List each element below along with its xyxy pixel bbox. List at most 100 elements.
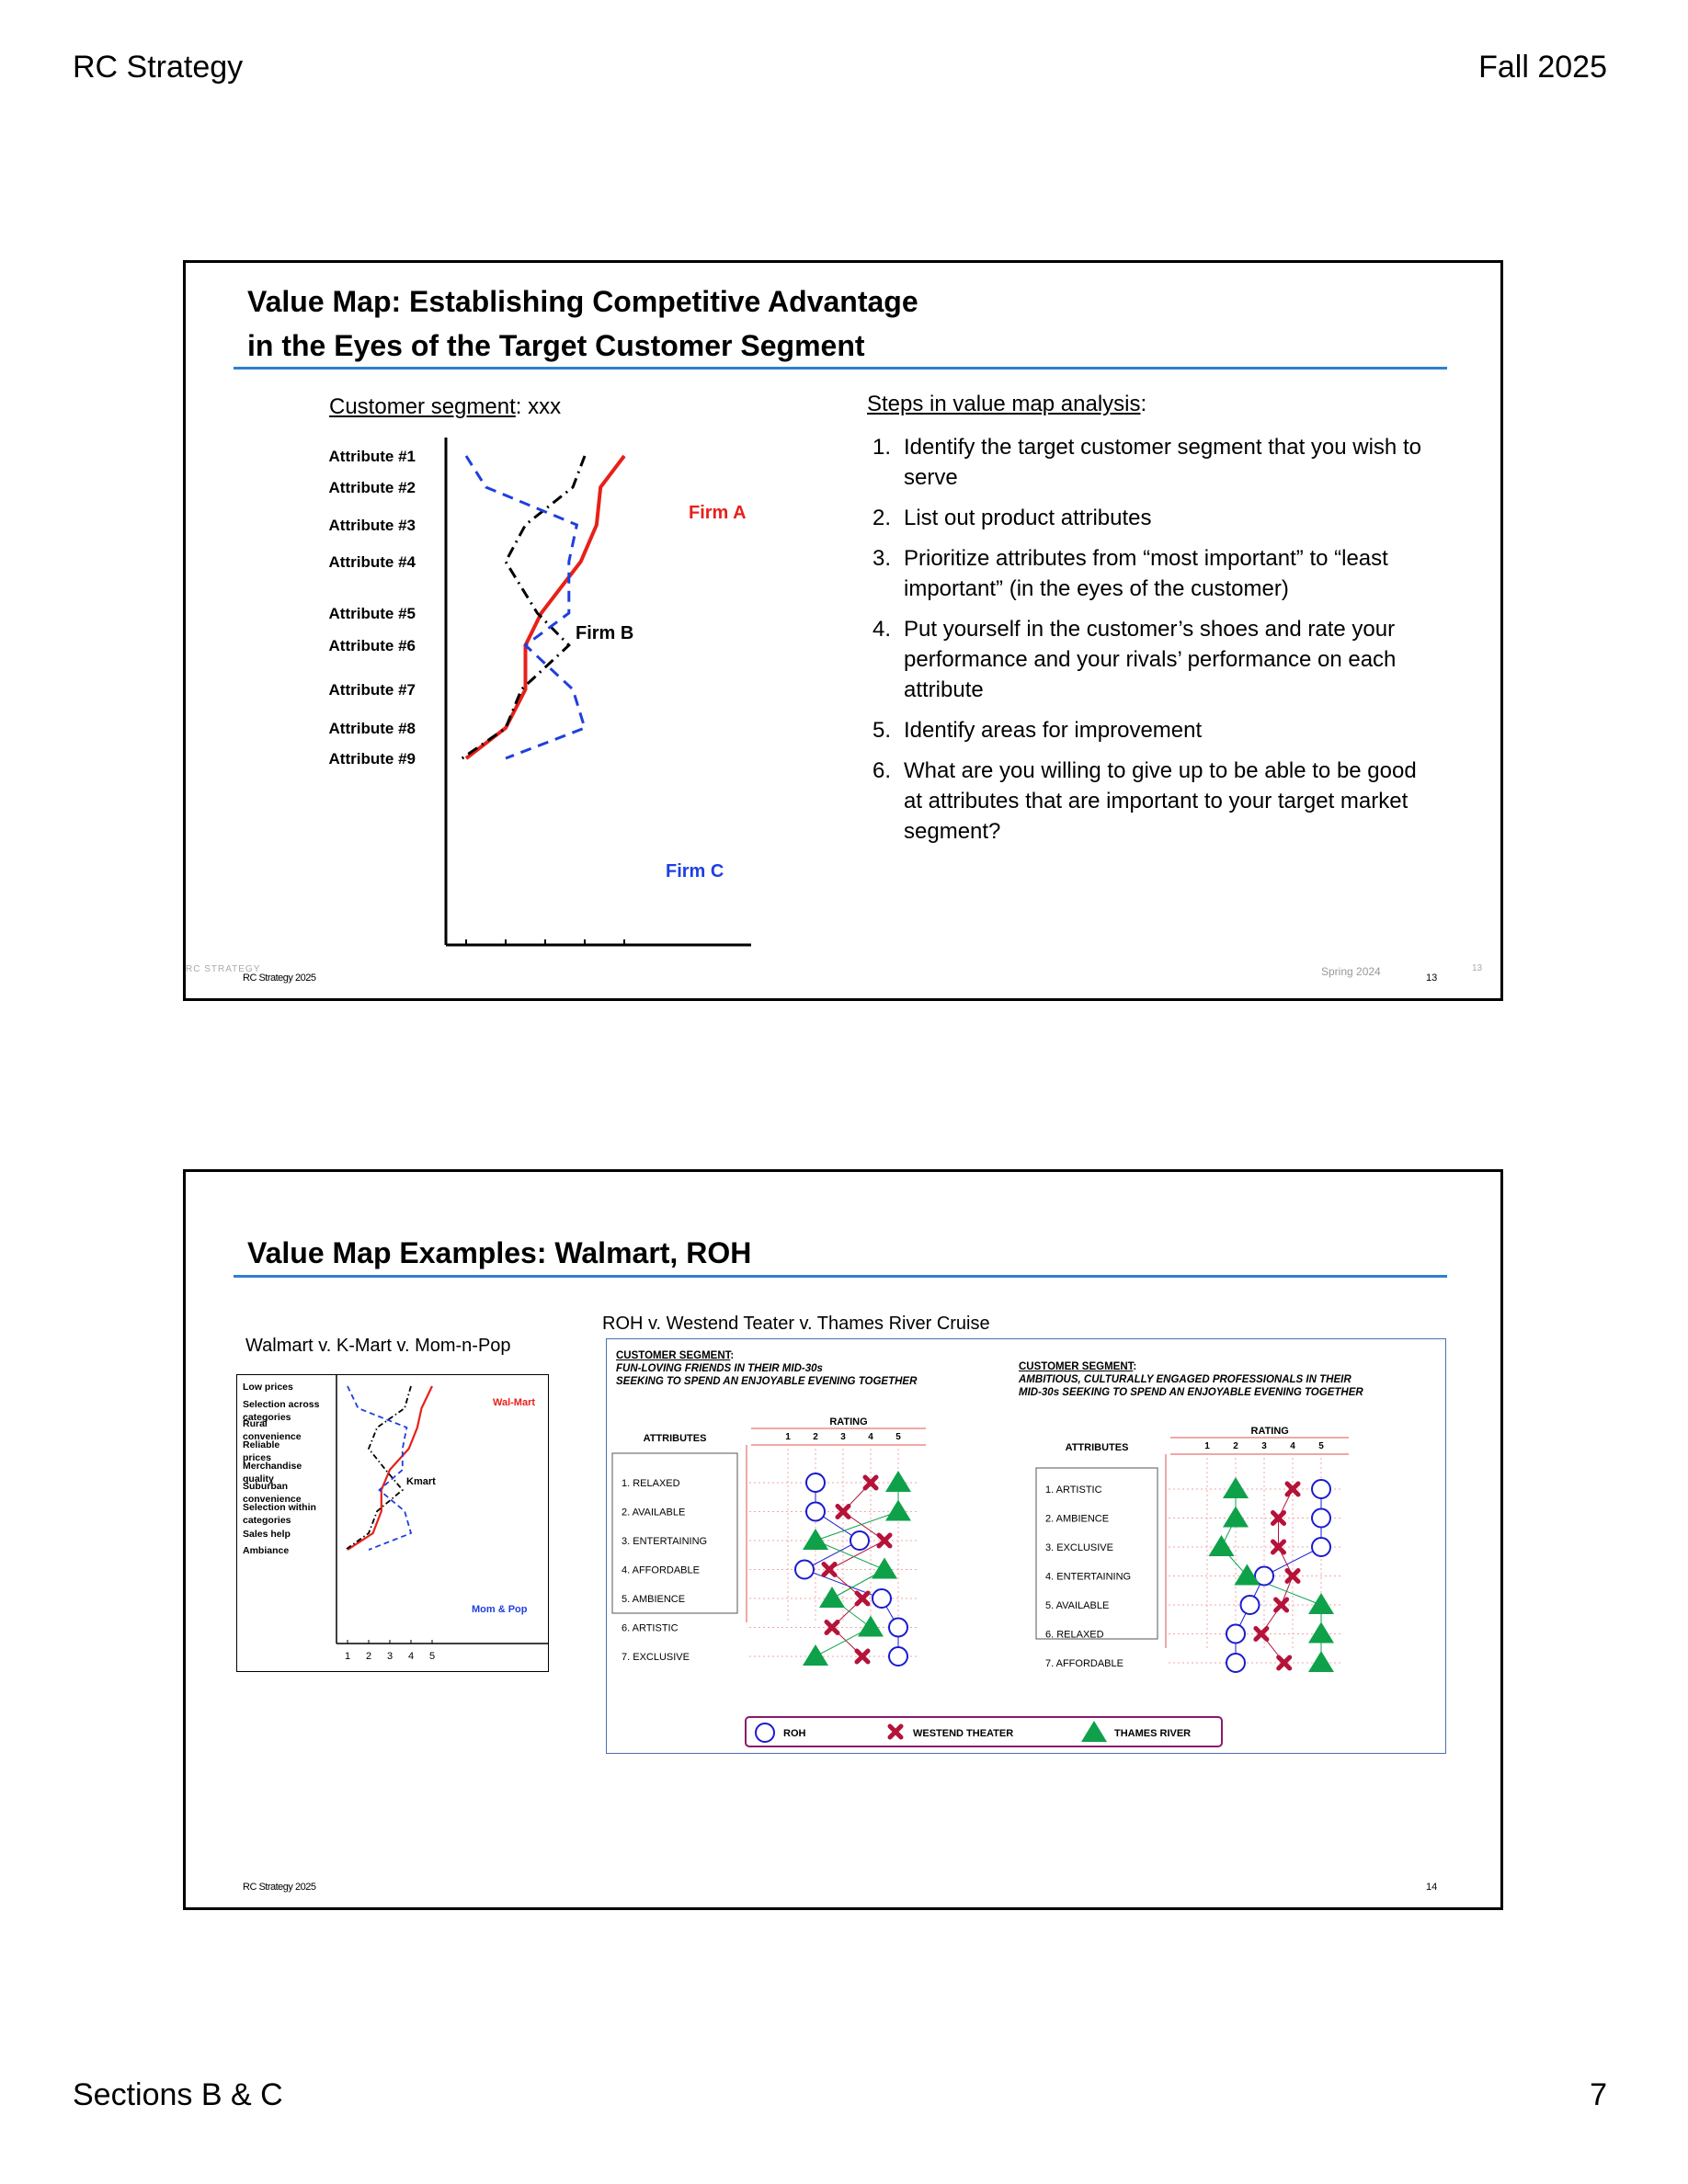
attribute-label: Attribute #8 <box>329 720 416 737</box>
marker-stroke <box>1284 1481 1301 1497</box>
panel2-segment-line1: AMBITIOUS, CULTURALLY ENGAGED PROFESSION… <box>1019 1374 1352 1385</box>
walmart-attribute-label: Selection across categories <box>243 1399 320 1423</box>
walmart-series-line-mom-pop <box>347 1385 413 1551</box>
slide-footer-number: 13 <box>1426 973 1438 984</box>
attribute-label: Attribute #2 <box>329 479 416 496</box>
rating-tick-label: 2 <box>1233 1441 1238 1451</box>
step-number: 4. <box>873 617 892 642</box>
rating-header: RATING <box>829 1416 867 1428</box>
walmart-caption: Walmart v. K-Mart v. Mom-n-Pop <box>245 1336 511 1356</box>
panel1-segment-line1: FUN-LOVING FRIENDS IN THEIR MID-30s <box>616 1363 823 1374</box>
step-text: Prioritize attributes from “most importa… <box>904 546 1388 601</box>
step-text: List out product attributes <box>904 506 1152 530</box>
label-line: convenience <box>243 1494 302 1505</box>
rating-tick-label: 3 <box>840 1432 846 1442</box>
page-header-right: Fall 2025 <box>1478 50 1607 85</box>
slide-footer-number: 14 <box>1426 1882 1438 1893</box>
x-tick-label: 4 <box>408 1651 414 1662</box>
walmart-attribute-label: Reliable prices <box>243 1439 279 1463</box>
firm-a-label: Firm A <box>689 503 747 523</box>
page-footer-right: 7 <box>1590 2077 1607 2112</box>
slide-title: Value Map Examples: Walmart, ROH <box>247 1236 752 1269</box>
label-line: categories <box>243 1412 291 1423</box>
kmart-label: Kmart <box>406 1476 436 1487</box>
roh-marker <box>872 1588 892 1609</box>
panel1-segment-label: CUSTOMER SEGMENT <box>616 1350 731 1361</box>
label-line: Rural <box>243 1418 268 1429</box>
attribute-label: 7. AFFORDABLE <box>1045 1658 1123 1669</box>
step-number: 6. <box>873 758 892 783</box>
attributes-box <box>611 1452 738 1614</box>
roh-marker <box>1226 1653 1246 1673</box>
steps-heading-text: Steps in value map analysis <box>867 392 1141 416</box>
marker-stroke <box>1271 1539 1286 1555</box>
attribute-label: 1. ARTISTIC <box>1045 1484 1102 1496</box>
firm-b-label: Firm B <box>576 623 633 643</box>
legend-thames-marker <box>1081 1721 1107 1742</box>
thames-marker <box>885 1499 911 1521</box>
slide-title-line-1: Value Map: Establishing Competitive Adva… <box>247 285 918 318</box>
footer-faint-brand: RC STRATEGY <box>186 964 261 974</box>
walmart-attribute-label: Ambiance <box>243 1545 289 1556</box>
label-line: Low prices <box>243 1382 293 1393</box>
thames-marker <box>803 1644 828 1666</box>
thames-marker <box>872 1557 897 1579</box>
label-line: Merchandise <box>243 1461 302 1472</box>
roh-marker <box>1311 1507 1331 1529</box>
label-line: Suburban <box>243 1481 288 1492</box>
walmart-series-line-wal-mart <box>347 1385 433 1551</box>
westend-marker <box>824 1620 840 1635</box>
westend-marker <box>854 1648 871 1665</box>
thames-marker <box>1308 1593 1334 1614</box>
westend-marker <box>1271 1510 1286 1526</box>
title-rule <box>234 367 1447 370</box>
roh-marker <box>1311 1537 1331 1557</box>
rating-tick-label: 2 <box>813 1432 818 1442</box>
steps-heading: Steps in value map analysis: <box>867 392 1146 417</box>
attribute-label: Attribute #5 <box>329 605 416 622</box>
westend-marker <box>1284 1568 1301 1584</box>
thames-marker <box>885 1471 911 1492</box>
walmart-attribute-label: Low prices <box>243 1382 293 1393</box>
slide-footer-number-faint: 13 <box>1472 963 1483 973</box>
attribute-label: 1. RELAXED <box>622 1478 680 1489</box>
attributes-box <box>1035 1467 1158 1640</box>
westend-marker <box>835 1504 851 1519</box>
roh-marker <box>888 1617 908 1638</box>
roh-caption: ROH v. Westend Teater v. Thames River Cr… <box>602 1314 990 1334</box>
attribute-label: 6. RELAXED <box>1045 1630 1104 1641</box>
series-line-firm-c <box>464 455 587 760</box>
label-line: Sales help <box>243 1529 291 1540</box>
attribute-label: 7. EXCLUSIVE <box>622 1652 690 1663</box>
steps-heading-colon: : <box>1140 392 1147 416</box>
attribute-label: Attribute #7 <box>329 681 416 699</box>
westend-marker <box>862 1474 879 1491</box>
marker-stroke <box>854 1590 871 1607</box>
marker-stroke <box>821 1562 838 1577</box>
x-tick-label: 1 <box>345 1651 350 1662</box>
legend-roh-label: ROH <box>783 1728 806 1739</box>
walmart-attribute-label: Sales help <box>243 1529 291 1540</box>
attribute-label: 4. ENTERTAINING <box>1045 1572 1131 1583</box>
roh-marker <box>1239 1595 1260 1615</box>
rating-tick-label: 1 <box>1204 1441 1210 1451</box>
marker-stroke <box>1271 1510 1286 1526</box>
legend-westend-label: WESTEND THEATER <box>913 1728 1013 1739</box>
thames-marker <box>1223 1477 1249 1498</box>
thames-marker <box>1308 1621 1334 1644</box>
roh-marker <box>888 1646 908 1666</box>
westend-marker <box>1273 1597 1290 1613</box>
rating-tick-label: 5 <box>1318 1441 1324 1451</box>
slide-value-map: Value Map: Establishing Competitive Adva… <box>183 260 1503 1001</box>
attribute-label: 2. AVAILABLE <box>622 1507 685 1519</box>
label-line: Selection across <box>243 1399 320 1410</box>
roh-marker <box>1226 1623 1246 1644</box>
slide-footer-left: RC Strategy 2025 <box>243 973 316 984</box>
roh-marker <box>850 1530 870 1551</box>
x-tick-label: 5 <box>429 1651 435 1662</box>
marker-stroke <box>862 1474 879 1491</box>
attributes-header: ATTRIBUTES <box>1066 1442 1129 1453</box>
label-line: Selection within <box>243 1502 316 1513</box>
step-item: 2. List out product attributes <box>867 503 1437 533</box>
marker-stroke <box>1273 1597 1290 1613</box>
